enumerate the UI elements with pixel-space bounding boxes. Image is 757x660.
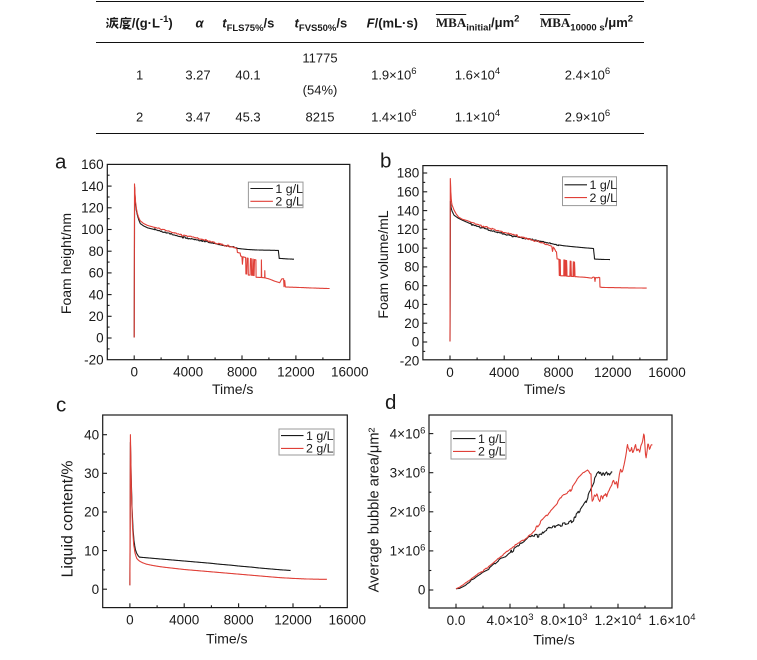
svg-text:c: c [56, 394, 66, 417]
svg-text:2×106: 2×106 [390, 504, 426, 520]
svg-text:16000: 16000 [329, 613, 367, 628]
svg-text:140: 140 [397, 203, 420, 218]
svg-text:40: 40 [84, 427, 99, 442]
svg-text:1 g/L: 1 g/L [306, 429, 334, 443]
svg-text:2 g/L: 2 g/L [590, 191, 618, 205]
svg-text:12000: 12000 [274, 613, 312, 628]
svg-text:16000: 16000 [648, 365, 686, 380]
svg-text:0: 0 [92, 582, 100, 597]
svg-text:4.0×103: 4.0×103 [487, 612, 534, 628]
svg-text:2 g/L: 2 g/L [275, 195, 303, 209]
svg-text:60: 60 [404, 278, 419, 293]
svg-text:Foam height/nm: Foam height/nm [58, 213, 74, 314]
svg-text:0: 0 [96, 331, 104, 346]
svg-text:-20: -20 [84, 352, 104, 367]
svg-text:20: 20 [84, 505, 99, 520]
svg-text:8.0×103: 8.0×103 [541, 612, 588, 628]
svg-text:160: 160 [397, 185, 420, 200]
svg-text:10: 10 [84, 543, 99, 558]
svg-text:-20: -20 [400, 354, 420, 369]
svg-text:8000: 8000 [227, 365, 257, 380]
svg-text:4×106: 4×106 [390, 425, 426, 441]
svg-text:Time/s: Time/s [206, 631, 247, 647]
svg-text:b: b [380, 150, 391, 173]
svg-text:120: 120 [81, 201, 104, 216]
svg-text:16000: 16000 [331, 365, 369, 380]
svg-text:2 g/L: 2 g/L [306, 442, 334, 456]
svg-text:d: d [385, 391, 396, 414]
svg-text:1×106: 1×106 [390, 543, 426, 559]
svg-text:160: 160 [81, 157, 104, 172]
svg-text:Time/s: Time/s [533, 632, 574, 648]
svg-text:20: 20 [404, 316, 419, 331]
svg-text:40: 40 [404, 297, 419, 312]
svg-text:0: 0 [446, 365, 454, 380]
svg-text:12000: 12000 [594, 365, 632, 380]
svg-text:Liquid content/%: Liquid content/% [60, 461, 77, 578]
svg-text:120: 120 [397, 222, 420, 237]
svg-text:4000: 4000 [173, 365, 203, 380]
svg-text:8000: 8000 [224, 613, 254, 628]
svg-text:0.0: 0.0 [447, 613, 466, 628]
svg-text:8000: 8000 [543, 365, 573, 380]
svg-text:80: 80 [404, 260, 419, 275]
svg-text:180: 180 [397, 166, 420, 181]
svg-text:1 g/L: 1 g/L [478, 432, 506, 446]
svg-text:Foam volume/mL: Foam volume/mL [375, 210, 391, 318]
svg-text:100: 100 [397, 241, 420, 256]
svg-text:100: 100 [81, 222, 104, 237]
svg-text:Time/s: Time/s [212, 381, 253, 397]
svg-text:4000: 4000 [489, 365, 519, 380]
svg-text:140: 140 [81, 179, 104, 194]
svg-text:0: 0 [412, 335, 420, 350]
svg-text:3×106: 3×106 [390, 464, 426, 480]
svg-text:0: 0 [130, 365, 138, 380]
svg-text:20: 20 [89, 309, 104, 324]
svg-text:0: 0 [418, 583, 426, 598]
svg-text:0: 0 [126, 613, 134, 628]
svg-text:12000: 12000 [277, 365, 315, 380]
svg-text:30: 30 [84, 466, 99, 481]
svg-text:1 g/L: 1 g/L [590, 178, 618, 192]
svg-text:40: 40 [89, 287, 104, 302]
svg-text:a: a [55, 150, 67, 173]
svg-text:2 g/L: 2 g/L [478, 445, 506, 459]
svg-text:1.6×104: 1.6×104 [649, 612, 696, 628]
svg-text:1.2×104: 1.2×104 [595, 612, 642, 628]
svg-text:60: 60 [89, 266, 104, 281]
svg-text:1 g/L: 1 g/L [275, 182, 303, 196]
svg-text:4000: 4000 [169, 613, 199, 628]
svg-text:80: 80 [89, 244, 104, 259]
svg-text:Time/s: Time/s [524, 381, 565, 397]
svg-text:Average bubble area/μm²: Average bubble area/μm² [367, 428, 383, 593]
